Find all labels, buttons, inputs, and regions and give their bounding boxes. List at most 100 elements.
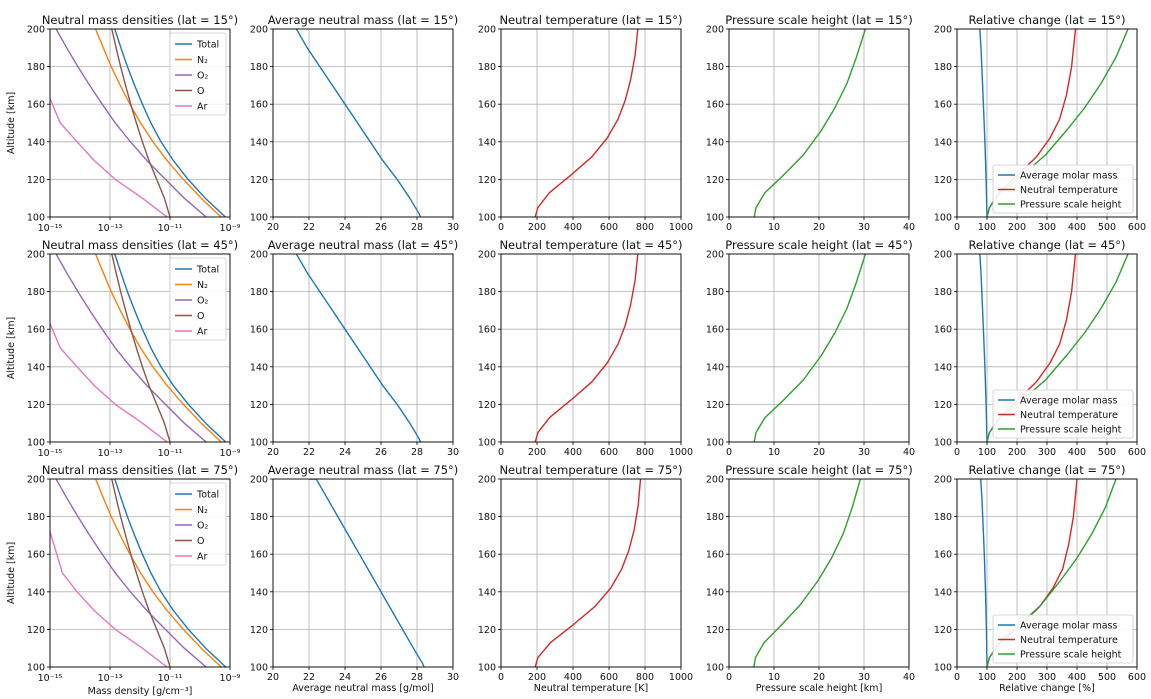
y-tick-label: 160 — [934, 550, 952, 561]
x-tick-label: 24 — [339, 222, 351, 233]
y-tick-label: 120 — [934, 400, 952, 411]
legend-label: Neutral temperature — [1020, 185, 1118, 196]
x-axis-label: Relative change [%] — [999, 683, 1095, 694]
plot-frame — [272, 253, 454, 443]
x-tick-label: 0 — [498, 222, 504, 233]
series-line — [534, 254, 639, 442]
legend-label: Total — [196, 265, 219, 276]
x-tick-label: 400 — [564, 447, 582, 458]
y-axis-label: Altitude [km] — [6, 92, 17, 154]
y-tick-label: 120 — [478, 175, 496, 186]
y-tick-label: 120 — [478, 400, 496, 411]
x-tick-label: 26 — [375, 447, 387, 458]
series-line-Total — [114, 29, 226, 217]
y-tick-label: 120 — [706, 175, 724, 186]
y-tick-label: 120 — [250, 625, 268, 636]
legend-label: O₂ — [197, 521, 208, 532]
y-tick-label: 100 — [706, 213, 724, 224]
subplot-title: Neutral mass densities (lat = 15°) — [42, 13, 238, 27]
series-line-O₂ — [55, 479, 207, 667]
x-tick-label: 28 — [411, 222, 423, 233]
y-tick-label: 100 — [250, 663, 268, 674]
series-line-O — [111, 254, 171, 442]
y-tick-label: 120 — [934, 175, 952, 186]
x-tick-label: 0 — [498, 672, 504, 683]
subplot-density-15: Neutral mass densities (lat = 15°)10⁻¹⁵ 1… — [6, 13, 241, 234]
legend-label: Total — [196, 490, 219, 501]
subplot-mass-15: Average neutral mass (lat = 15°) 20 22 24 26… — [250, 13, 459, 233]
y-tick-label: 120 — [250, 400, 268, 411]
legend-label: O₂ — [197, 296, 208, 307]
x-tick-label: 400 — [1068, 222, 1086, 233]
x-tick-label: 30 — [858, 672, 870, 683]
plot-frame — [272, 28, 454, 218]
x-tick-label: 1000 — [669, 222, 693, 233]
legend-box — [169, 257, 227, 341]
y-tick-label: 160 — [250, 325, 268, 336]
x-tick-label: 200 — [528, 672, 546, 683]
x-tick-label: 600 — [1128, 447, 1146, 458]
x-axis-label: Pressure scale height [km] — [756, 683, 883, 694]
y-tick-label: 100 — [934, 438, 952, 449]
legend: Total N₂ O₂ O Ar — [169, 482, 227, 566]
x-tick-label: 10⁻¹⁵ — [38, 223, 63, 234]
legend-label: N₂ — [197, 505, 208, 516]
x-tick-label: 10⁻¹³ — [98, 673, 123, 684]
plot-frame — [500, 478, 682, 668]
x-tick-label: 22 — [303, 222, 315, 233]
legend-label: O — [197, 536, 204, 547]
legend-box — [169, 482, 227, 566]
y-tick-label: 120 — [706, 400, 724, 411]
y-tick-label: 200 — [250, 250, 268, 261]
x-axis-label: Neutral temperature [K] — [534, 683, 648, 694]
legend-label: Ar — [197, 327, 207, 338]
x-axis-label: Average neutral mass [g/mol] — [292, 683, 433, 694]
series-group — [534, 29, 639, 217]
subplot-title: Average neutral mass (lat = 45°) — [268, 238, 459, 252]
legend-label: Pressure scale height — [1020, 650, 1122, 661]
x-tick-label: 200 — [1008, 222, 1026, 233]
series-group — [753, 479, 862, 667]
x-tick-label: 40 — [903, 222, 915, 233]
y-tick-label: 200 — [706, 475, 724, 486]
x-tick-label: 300 — [1038, 447, 1056, 458]
x-tick-label: 200 — [528, 222, 546, 233]
series-line-N₂ — [94, 254, 222, 442]
y-tick-label: 120 — [934, 625, 952, 636]
series-group — [309, 479, 425, 667]
x-tick-label: 200 — [1008, 447, 1026, 458]
x-tick-label: 10⁻⁹ — [220, 673, 241, 684]
x-tick-label: 1000 — [669, 672, 693, 683]
y-tick-label: 100 — [27, 213, 45, 224]
y-tick-label: 160 — [478, 325, 496, 336]
series-line-O₂ — [55, 29, 207, 217]
y-tick-label: 100 — [934, 213, 952, 224]
series-line — [753, 254, 867, 442]
y-tick-label: 180 — [250, 287, 268, 298]
x-tick-label: 100 — [978, 672, 996, 683]
y-tick-label: 180 — [934, 287, 952, 298]
x-tick-label: 0 — [726, 447, 732, 458]
series-group — [753, 29, 867, 217]
y-tick-label: 200 — [250, 25, 268, 36]
x-tick-label: 40 — [903, 447, 915, 458]
x-tick-label: 600 — [600, 672, 618, 683]
x-tick-label: 30 — [858, 447, 870, 458]
x-tick-label: 100 — [978, 447, 996, 458]
x-tick-label: 20 — [813, 447, 825, 458]
y-tick-label: 180 — [250, 62, 268, 73]
x-tick-label: 10⁻¹¹ — [158, 223, 183, 234]
subplot-density-45: Neutral mass densities (lat = 45°)10⁻¹⁵ 1… — [6, 238, 241, 459]
x-tick-label: 20 — [813, 222, 825, 233]
y-tick-label: 120 — [27, 400, 45, 411]
y-tick-label: 160 — [934, 325, 952, 336]
y-tick-label: 160 — [478, 550, 496, 561]
y-tick-label: 160 — [250, 550, 268, 561]
x-tick-label: 10⁻¹¹ — [158, 673, 183, 684]
x-tick-label: 20 — [267, 672, 279, 683]
subplot-title: Average neutral mass (lat = 15°) — [268, 13, 459, 27]
y-tick-label: 140 — [27, 362, 45, 373]
y-axis-label: Altitude [km] — [6, 317, 17, 379]
legend: Average molar mass Neutral temperature Pre… — [992, 164, 1134, 214]
x-tick-label: 600 — [600, 447, 618, 458]
